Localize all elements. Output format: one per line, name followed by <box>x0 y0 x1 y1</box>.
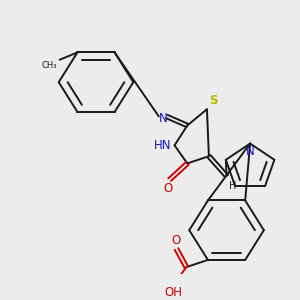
Text: H: H <box>229 181 236 190</box>
Text: CH₃: CH₃ <box>41 61 57 70</box>
Text: O: O <box>163 182 172 195</box>
Text: S: S <box>209 94 218 107</box>
Text: HN: HN <box>154 139 172 152</box>
Text: N: N <box>158 112 167 125</box>
Text: OH: OH <box>165 286 183 299</box>
Text: N: N <box>246 146 254 158</box>
Text: O: O <box>171 234 180 247</box>
